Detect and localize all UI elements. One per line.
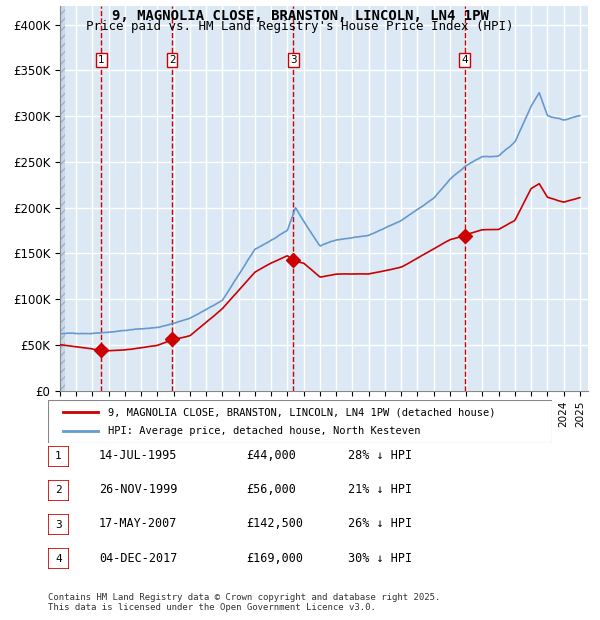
Text: 9, MAGNOLIA CLOSE, BRANSTON, LINCOLN, LN4 1PW (detached house): 9, MAGNOLIA CLOSE, BRANSTON, LINCOLN, LN… bbox=[109, 407, 496, 417]
Text: 1: 1 bbox=[55, 451, 62, 461]
Text: £56,000: £56,000 bbox=[246, 484, 296, 496]
Text: 26% ↓ HPI: 26% ↓ HPI bbox=[348, 518, 412, 530]
FancyBboxPatch shape bbox=[48, 400, 552, 443]
Text: 17-MAY-2007: 17-MAY-2007 bbox=[99, 518, 178, 530]
Text: Contains HM Land Registry data © Crown copyright and database right 2025.
This d: Contains HM Land Registry data © Crown c… bbox=[48, 593, 440, 612]
Text: 4: 4 bbox=[461, 55, 468, 65]
Text: 2: 2 bbox=[169, 55, 175, 65]
Text: 1: 1 bbox=[98, 55, 104, 65]
Text: £169,000: £169,000 bbox=[246, 552, 303, 564]
Text: £44,000: £44,000 bbox=[246, 450, 296, 462]
Text: 21% ↓ HPI: 21% ↓ HPI bbox=[348, 484, 412, 496]
Text: £142,500: £142,500 bbox=[246, 518, 303, 530]
Text: 3: 3 bbox=[290, 55, 297, 65]
Text: 04-DEC-2017: 04-DEC-2017 bbox=[99, 552, 178, 564]
Text: 4: 4 bbox=[55, 554, 62, 564]
Text: 28% ↓ HPI: 28% ↓ HPI bbox=[348, 450, 412, 462]
Text: HPI: Average price, detached house, North Kesteven: HPI: Average price, detached house, Nort… bbox=[109, 426, 421, 436]
Text: 2: 2 bbox=[55, 485, 62, 495]
FancyBboxPatch shape bbox=[48, 514, 69, 535]
Bar bbox=[60, 6, 65, 391]
FancyBboxPatch shape bbox=[48, 446, 69, 467]
Text: Price paid vs. HM Land Registry's House Price Index (HPI): Price paid vs. HM Land Registry's House … bbox=[86, 20, 514, 33]
Text: 30% ↓ HPI: 30% ↓ HPI bbox=[348, 552, 412, 564]
Text: 26-NOV-1999: 26-NOV-1999 bbox=[99, 484, 178, 496]
Text: 14-JUL-1995: 14-JUL-1995 bbox=[99, 450, 178, 462]
FancyBboxPatch shape bbox=[48, 548, 69, 569]
FancyBboxPatch shape bbox=[48, 480, 69, 501]
Text: 9, MAGNOLIA CLOSE, BRANSTON, LINCOLN, LN4 1PW: 9, MAGNOLIA CLOSE, BRANSTON, LINCOLN, LN… bbox=[112, 9, 488, 24]
Text: 3: 3 bbox=[55, 520, 62, 529]
